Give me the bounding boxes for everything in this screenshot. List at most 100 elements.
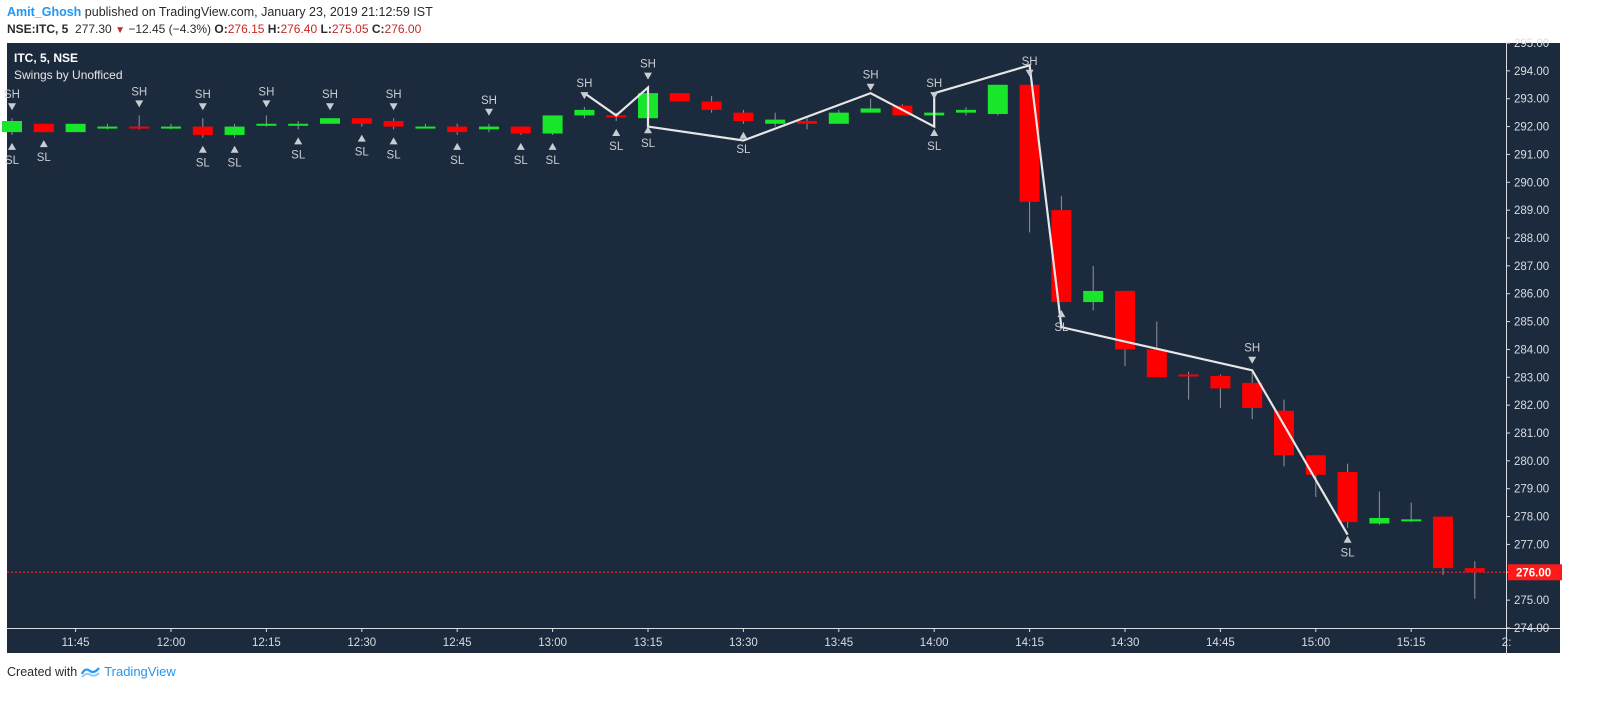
candle-body [224,126,245,135]
candle-body [574,109,595,116]
candle-body [479,126,499,130]
candle-body [1242,382,1263,408]
swing-high-label: SH [322,89,338,101]
candle-body [97,126,118,129]
swing-low-label: SL [450,155,465,167]
candle-body [510,126,531,134]
swing-low-marker: SL [228,145,242,170]
up-triangle-icon [294,137,303,145]
swing-high-marker: SH [322,89,338,111]
swing-low-label: SL [5,155,20,167]
candle-body [1019,84,1040,202]
up-triangle-icon [1057,310,1066,318]
candle-body [542,115,563,134]
up-triangle-icon [516,142,525,150]
swing-high-label: SH [926,78,942,90]
swing-low-marker: SL [736,131,751,156]
candle [574,107,595,119]
down-triangle-icon [326,103,334,111]
candle-body [192,126,213,135]
author-link[interactable]: Amit_Ghosh [7,5,82,19]
candle [797,118,817,130]
swing-high-label: SH [4,89,20,101]
close-value: 276.00 [384,22,422,36]
down-triangle-icon [580,92,589,100]
price-axis-panel [1506,43,1560,628]
swing-high-label: SH [576,78,592,90]
swing-low-label: SL [355,147,370,159]
price-tick-label: 284.00 [1514,344,1549,356]
swing-high-label: SH [258,86,274,98]
swing-high-label: SH [131,86,147,98]
high-value: 276.40 [280,22,318,36]
swing-low-marker: SL [546,142,560,167]
swing-low-label: SL [291,149,306,161]
candle-body [320,118,340,124]
candle [765,112,786,127]
candle [224,123,245,138]
candle [669,93,690,102]
swing-high-marker: SH [863,70,879,91]
swing-high-marker: SH [1244,343,1260,364]
candle [510,126,531,135]
candle-body [956,109,976,113]
tradingview-brand[interactable]: TradingView [104,664,176,679]
price-tick-label: 277.00 [1514,539,1549,551]
swing-low-marker: SL [37,140,52,164]
swing-high-marker: SH [195,89,211,111]
candle-body [288,123,309,126]
swing-high-label: SH [386,89,402,101]
time-tick-label: 12:45 [443,637,472,649]
swing-low-marker: SL [387,137,401,161]
up-triangle-icon [453,142,462,150]
candle-body [860,108,881,113]
swing-low-label: SL [736,144,751,156]
price-tick-label: 293.00 [1514,94,1549,106]
price-tick-label: 291.00 [1514,149,1549,161]
down-triangle-icon [1248,356,1257,364]
candle-body [33,123,54,133]
time-tick-label: 12:30 [347,637,376,649]
tradingview-logo-icon [81,666,101,678]
time-tick-label: 13:15 [634,637,663,649]
time-tick-label: 2: [1502,637,1512,649]
price-tick-label: 289.00 [1514,205,1549,217]
candle [1274,399,1294,467]
candle [129,115,150,130]
swing-low-label: SL [196,158,211,170]
current-price-badge [1508,564,1562,581]
down-triangle-icon [485,108,493,116]
candle [1083,265,1104,311]
swing-low-marker: SL [641,126,656,150]
candle [1242,371,1263,420]
chart-title: ITC, 5, NSE [14,51,78,65]
swing-high-label: SH [1022,56,1038,68]
swing-low-label: SL [37,152,52,164]
swing-low-marker: SL [450,142,465,167]
candle [288,121,309,130]
candle [415,123,436,129]
price-tick-label: 279.00 [1514,484,1549,496]
time-tick-label: 13:45 [824,637,853,649]
up-triangle-icon [612,129,621,136]
candle-body [415,126,436,129]
candle-body [1401,519,1422,522]
up-triangle-icon [230,145,239,153]
publish-info: Amit_Ghosh published on TradingView.com,… [7,5,433,19]
price-tick-label: 295.00 [1514,38,1549,50]
swing-low-marker: SL [927,129,942,153]
candle-body [828,112,849,124]
candle [828,109,849,124]
up-triangle-icon [1343,535,1352,543]
candle-body [161,126,181,129]
candle [192,118,213,138]
price-tick-label: 278.00 [1514,512,1549,524]
swing-low-marker: SL [609,129,624,153]
price-tick-label: 283.00 [1514,372,1549,384]
candle-body [669,93,690,102]
swing-low-label: SL [1341,548,1356,560]
candle [161,123,181,130]
up-triangle-icon [39,140,48,148]
swing-low-marker: SL [355,134,370,159]
